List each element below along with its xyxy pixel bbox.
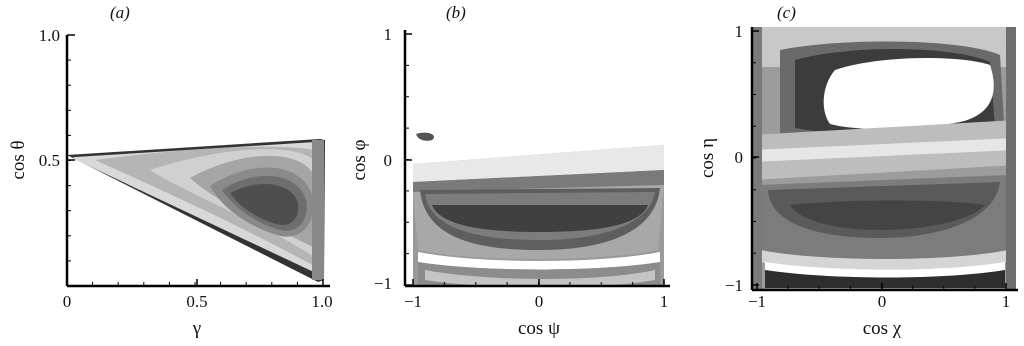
panel-a: (a) 1.0 0.5 0 0.5 1.0 γ cos θ bbox=[8, 3, 333, 339]
panel-c-ylabel: cos η bbox=[697, 138, 718, 178]
panel-b-ytick-label: 1 bbox=[384, 25, 393, 44]
panel-c-region-7 bbox=[790, 200, 985, 230]
panel-c: (c) 1 bbox=[697, 3, 1018, 339]
panel-c-xtick-label: −1 bbox=[748, 292, 766, 311]
panel-a-xtick-label: 1.0 bbox=[311, 292, 332, 311]
panel-c-region-8 bbox=[760, 250, 1008, 270]
panel-b-region-6 bbox=[432, 205, 648, 232]
panel-c-ytick-label: 1 bbox=[735, 22, 744, 41]
panel-c-label: (c) bbox=[777, 3, 796, 22]
panel-b-region-1 bbox=[413, 145, 664, 182]
panel-b-xlabel: cos ψ bbox=[518, 318, 560, 339]
panel-c-xtick-label: 0 bbox=[878, 292, 887, 311]
panel-a-ytick-label: 0.5 bbox=[39, 151, 60, 170]
panel-c-xlabel: cos χ bbox=[863, 318, 902, 339]
panel-b-region-9 bbox=[425, 270, 655, 285]
panel-c-white-bottom bbox=[765, 262, 1005, 278]
panel-c-left-edge bbox=[752, 27, 762, 289]
panel-b-xtick-label: −1 bbox=[404, 292, 422, 311]
panel-b-ytick-label: 0 bbox=[384, 151, 393, 170]
panel-a-contours bbox=[67, 139, 325, 282]
panel-a-xtick-label: 0.5 bbox=[186, 292, 207, 311]
panel-a-label: (a) bbox=[110, 3, 130, 22]
panel-a-minor-ticks bbox=[66, 34, 324, 287]
panel-b-blip-top bbox=[416, 132, 435, 141]
panel-c-right-edge bbox=[1006, 27, 1016, 289]
panel-b-contours bbox=[413, 132, 664, 285]
panel-b-minor-ticks bbox=[405, 33, 665, 286]
panel-c-region-4 bbox=[752, 138, 1016, 162]
panel-b-ylabel: cos φ bbox=[349, 139, 370, 180]
panel-b-region-2 bbox=[413, 170, 664, 192]
panel-a-ylabel: cos θ bbox=[8, 140, 29, 179]
panel-b-region-7 bbox=[418, 252, 660, 270]
panel-c-contours bbox=[752, 27, 1016, 289]
panel-c-ytick-label: −1 bbox=[725, 276, 743, 295]
panel-a-edge bbox=[312, 140, 324, 280]
panel-b-ytick-label: −1 bbox=[374, 274, 392, 293]
panel-b-xtick-label: 0 bbox=[535, 292, 544, 311]
panel-a-xtick-label: 0 bbox=[63, 292, 72, 311]
panel-a-ytick-label: 1.0 bbox=[39, 26, 60, 45]
panel-a-xlabel: γ bbox=[192, 318, 201, 339]
panel-c-minor-ticks bbox=[752, 30, 1007, 290]
panel-b-label: (b) bbox=[446, 3, 466, 22]
panel-c-region-9 bbox=[765, 270, 1005, 288]
panel-c-ytick-label: 0 bbox=[735, 148, 744, 167]
panel-b: (b) 1 0 −1 −1 0 1 bbox=[349, 3, 670, 339]
panel-c-xtick-label: 1 bbox=[1002, 292, 1011, 311]
panel-b-xtick-label: 1 bbox=[660, 292, 669, 311]
panel-c-white-top bbox=[823, 58, 994, 130]
panel-a-region-7 bbox=[230, 183, 299, 226]
